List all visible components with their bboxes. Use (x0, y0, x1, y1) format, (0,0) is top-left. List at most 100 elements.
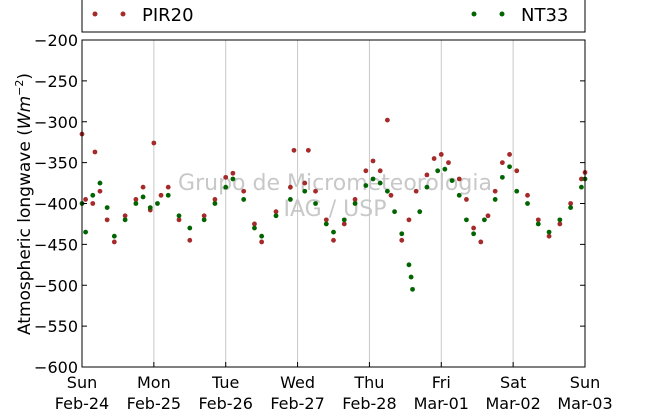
watermark: Grupo de Micrometeorologia IAG / USP (178, 171, 492, 222)
point-nt33-39 (424, 184, 430, 190)
point-nt33-35 (406, 262, 412, 268)
y-tick-label-1: −550 (34, 317, 78, 336)
point-pir20-50 (492, 188, 498, 194)
point-pir20-33 (363, 168, 369, 174)
point-pir20-34 (370, 158, 376, 164)
x-tick-date-7: Mar-03 (557, 394, 612, 409)
y-axis-label-exponent: −2 (13, 80, 26, 96)
point-nt33-26 (331, 229, 336, 235)
y-tick-label-8: −200 (34, 31, 78, 50)
point-nt33-38 (417, 209, 423, 215)
point-pir20-37 (388, 192, 394, 198)
point-pir20-7 (122, 213, 128, 219)
point-nt33-46 (482, 217, 487, 223)
point-nt33-24 (313, 201, 318, 206)
point-pir20-17 (212, 197, 218, 202)
x-tick-date-5: Mar-01 (414, 394, 469, 409)
point-pir20-59 (579, 176, 584, 182)
point-nt33-18 (241, 197, 247, 202)
legend: PIR20 NT33 (81, 0, 586, 33)
y-tick-label-5: −350 (34, 154, 78, 173)
point-nt33-15 (212, 201, 218, 206)
point-pir20-1 (83, 197, 88, 202)
point-pir20-55 (535, 217, 541, 223)
point-pir20-13 (165, 184, 171, 190)
point-pir20-19 (230, 170, 236, 176)
point-nt33-5 (111, 233, 117, 239)
point-pir20-5 (104, 217, 110, 223)
point-nt33-48 (499, 174, 505, 180)
point-nt33-27 (341, 217, 347, 223)
point-nt33-45 (471, 231, 477, 237)
point-nt33-33 (392, 209, 397, 215)
x-tick-day-7: Sun (570, 373, 600, 392)
point-pir20-53 (514, 168, 520, 174)
point-nt33-34 (399, 231, 405, 237)
x-tick-day-3: Wed (280, 373, 315, 392)
point-nt33-53 (546, 229, 552, 235)
legend-label-2: NT33 (521, 5, 568, 26)
point-nt33-31 (377, 180, 383, 186)
y-axis-label-unit: Wm (15, 96, 35, 129)
point-nt33-42 (449, 178, 455, 184)
point-pir20-11 (151, 140, 157, 146)
point-nt33-43 (456, 192, 462, 198)
point-pir20-36 (384, 117, 390, 123)
point-nt33-9 (147, 205, 153, 210)
y-tick-label-6: −300 (34, 113, 78, 132)
point-pir20-49 (485, 213, 491, 219)
point-nt33-23 (302, 188, 308, 194)
point-pir20-52 (507, 152, 512, 157)
point-pir20-40 (413, 188, 419, 194)
point-pir20-4 (97, 188, 103, 194)
point-pir20-35 (377, 168, 383, 174)
point-pir20-22 (259, 239, 265, 245)
point-nt33-56 (579, 184, 584, 190)
point-nt33-32 (384, 188, 390, 194)
point-pir20-45 (456, 176, 462, 182)
x-tick-day-4: Thu (353, 373, 384, 392)
point-nt33-19 (252, 225, 257, 231)
point-nt33-29 (363, 183, 369, 188)
point-pir20-27 (305, 147, 311, 153)
point-nt33-52 (535, 221, 541, 227)
point-pir20-44 (446, 160, 451, 166)
x-tick-date-6: Mar-02 (485, 394, 540, 409)
plot-background (82, 40, 585, 367)
point-pir20-12 (158, 192, 164, 198)
y-axis-label-prefix: Atmospheric longwave ( (15, 129, 35, 335)
point-nt33-20 (259, 233, 265, 239)
point-pir20-58 (568, 201, 574, 206)
point-pir20-30 (331, 237, 336, 243)
legend-marker-1b (120, 11, 126, 17)
watermark-line-1: Grupo de Micrometeorologia (178, 171, 492, 196)
point-pir20-56 (546, 233, 552, 239)
point-pir20-20 (241, 188, 247, 194)
point-nt33-25 (323, 221, 329, 227)
point-pir20-18 (223, 174, 229, 180)
point-nt33-22 (287, 197, 293, 202)
data-points (79, 117, 588, 292)
point-nt33-30 (370, 176, 376, 182)
x-tick-date-1: Feb-25 (127, 394, 181, 409)
y-tick-label-7: −250 (34, 72, 78, 91)
point-nt33-37 (410, 286, 415, 292)
point-nt33-21 (273, 213, 279, 219)
y-tick-label-0: −600 (34, 358, 78, 377)
point-pir20-32 (352, 197, 358, 202)
point-nt33-28 (352, 201, 358, 206)
point-pir20-42 (431, 156, 437, 161)
x-tick-date-0: Feb-24 (55, 394, 109, 409)
point-nt33-41 (442, 166, 448, 172)
point-pir20-9 (140, 184, 146, 190)
plot-area: Grupo de Micrometeorologia IAG / USP −60… (34, 31, 613, 409)
point-nt33-50 (514, 188, 520, 194)
y-tick-label-2: −500 (34, 276, 78, 295)
point-pir20-23 (273, 209, 279, 215)
x-tick-date-4: Feb-28 (342, 394, 396, 409)
point-nt33-47 (492, 197, 498, 202)
point-nt33-6 (122, 217, 128, 223)
point-pir20-6 (111, 239, 117, 245)
point-nt33-7 (133, 201, 139, 206)
